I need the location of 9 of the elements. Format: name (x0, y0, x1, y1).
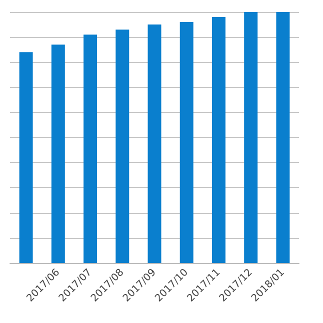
bar (148, 24, 162, 263)
bar (244, 12, 258, 263)
bar (212, 17, 226, 263)
bar (180, 22, 194, 263)
bar (276, 12, 290, 263)
bar (116, 30, 130, 263)
bar (19, 52, 33, 263)
bar (51, 44, 65, 263)
bar (84, 34, 98, 263)
